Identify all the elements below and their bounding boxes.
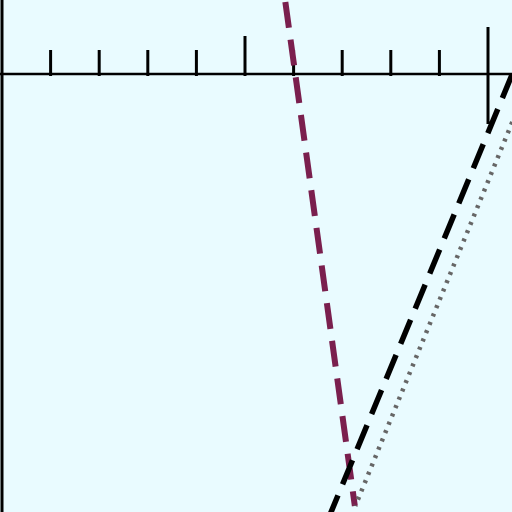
series-line-3 <box>353 121 512 507</box>
series-line-2 <box>328 72 512 512</box>
series-layer <box>282 1 512 512</box>
series-line-1 <box>282 1 358 507</box>
